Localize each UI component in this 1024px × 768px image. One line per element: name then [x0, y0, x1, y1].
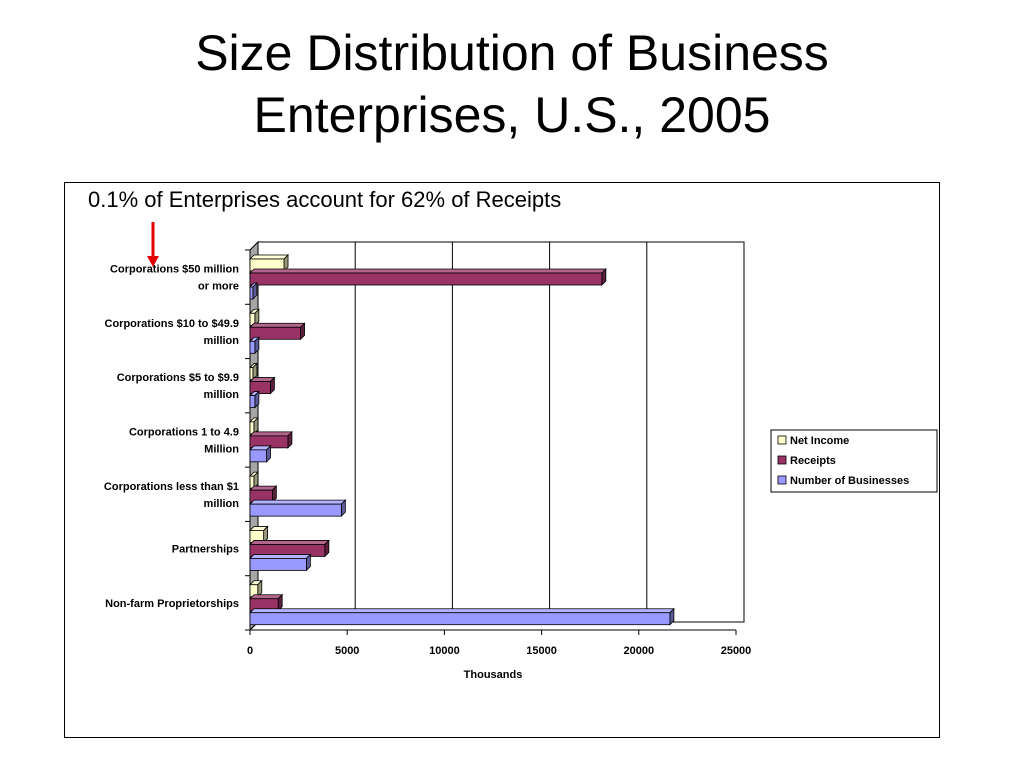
bar-top-face [249, 608, 675, 614]
legend-swatch [777, 435, 787, 445]
bar-front-face [249, 558, 307, 571]
x-tick-label: 10000 [429, 645, 460, 657]
legend-swatch [777, 455, 787, 465]
bar [249, 254, 289, 272]
category-label: Million [204, 444, 239, 456]
bar [249, 268, 607, 286]
plot-back-wall [257, 241, 745, 623]
bar [249, 416, 259, 435]
bar-top-face [249, 322, 306, 328]
bar-front-face [249, 272, 603, 286]
legend-label: Number of Businesses [790, 475, 909, 487]
bar [249, 499, 347, 518]
slide-title-line-1: Size Distribution of Business [195, 25, 829, 81]
category-label: Corporations 1 to 4.9 [129, 427, 239, 439]
category-label: Corporations $5 to $9.9 [117, 372, 239, 384]
category-label: Corporations less than $1 [104, 481, 239, 493]
bar [249, 390, 260, 409]
bar-top-face [249, 499, 347, 505]
legend-box [770, 429, 938, 493]
bar-front-face [249, 395, 256, 408]
bar [249, 485, 278, 504]
slide-title: Size Distribution of Business Enterprise… [0, 22, 1024, 146]
legend-swatch [777, 475, 787, 485]
bar [249, 444, 272, 463]
bar-top-face [249, 268, 607, 274]
category-label: million [204, 498, 240, 510]
bar-front-face [249, 612, 671, 626]
category-label: Corporations $10 to $49.9 [105, 318, 240, 330]
x-tick-label: 20000 [624, 645, 655, 657]
category-label: or more [198, 281, 239, 293]
bar [249, 525, 269, 544]
bar-front-face [249, 286, 254, 300]
bar-front-face [249, 503, 342, 517]
bar [249, 430, 293, 449]
bar [249, 593, 284, 612]
annotation-text: 0.1% of Enterprises account for 62% of R… [88, 187, 562, 212]
bar [249, 308, 260, 327]
category-label: million [204, 335, 240, 347]
bar-front-face [249, 326, 301, 340]
bar [249, 539, 330, 558]
category-label: million [204, 389, 240, 401]
x-axis-title: Thousands [464, 669, 523, 681]
bar [249, 607, 675, 626]
bar [249, 376, 276, 395]
x-tick-label: 5000 [335, 645, 359, 657]
category-label: Partnerships [172, 544, 239, 556]
bar-top-face [249, 554, 312, 559]
bar-top-face [249, 431, 293, 437]
category-label: Non-farm Proprietorships [105, 598, 239, 610]
chart-frame [64, 182, 940, 738]
bar [249, 553, 312, 572]
category-label: Corporations $50 million [110, 264, 239, 276]
legend-label: Receipts [790, 455, 836, 467]
bar-front-face [249, 381, 271, 394]
bar-front-face [249, 340, 256, 354]
bar [249, 336, 260, 355]
x-tick-label: 15000 [526, 645, 557, 657]
bar [249, 282, 258, 300]
bar-top-face [249, 594, 284, 600]
plot-area: 0 5000 10000 15000 20000 25000 Thousands Corpor… [104, 240, 752, 681]
bar-front-face [249, 449, 267, 463]
annotation-arrow-head [147, 256, 159, 267]
bar [249, 579, 263, 598]
bar [249, 322, 306, 341]
slide-title-line-2: Enterprises, U.S., 2005 [253, 87, 771, 143]
legend-label: Net Income [790, 435, 849, 447]
bar-top-face [249, 540, 330, 545]
bar-top-face [249, 254, 289, 260]
bar-front-face [249, 367, 254, 380]
legend: Net Income Receipts Number of Businesses [770, 429, 938, 493]
x-tick-label: 0 [247, 645, 253, 657]
x-tick-label: 25000 [721, 645, 752, 657]
